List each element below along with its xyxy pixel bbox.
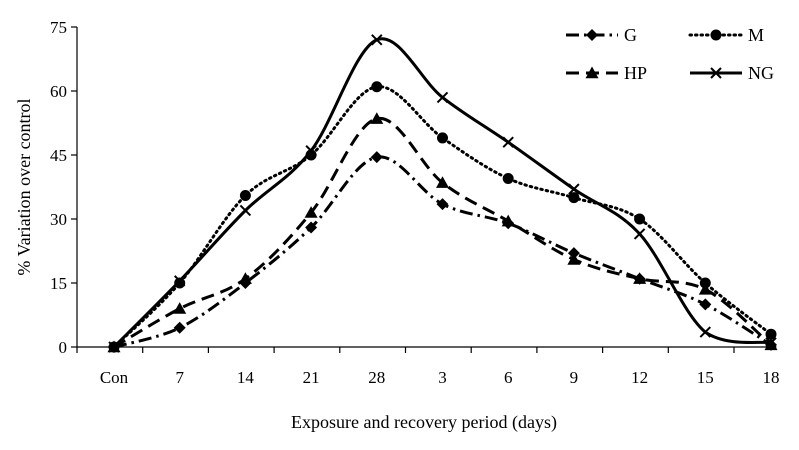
x-marker-stroke — [239, 204, 252, 217]
series-hp — [107, 112, 778, 353]
x-marker-stroke — [436, 91, 449, 104]
series-line-hp — [113, 117, 772, 349]
data-point-g — [305, 221, 318, 234]
x-marker-stroke — [502, 136, 514, 148]
series-line-m — [112, 85, 773, 349]
data-point-ng — [699, 326, 712, 338]
data-point-hp — [370, 112, 384, 124]
data-point-hp — [567, 253, 581, 265]
data-point-ng — [765, 337, 777, 349]
x-tick-label: 7 — [175, 368, 184, 387]
data-point-hp — [698, 282, 712, 295]
data-point-m — [437, 132, 448, 144]
data-point-hp — [304, 206, 318, 218]
legend-item-m: M — [688, 25, 764, 45]
data-point-hp — [436, 176, 449, 188]
series-line-g — [113, 155, 772, 349]
x-marker-stroke — [305, 145, 317, 157]
data-point-m — [502, 172, 514, 184]
legend-marker-ng — [710, 67, 722, 79]
data-point-m — [239, 190, 251, 202]
data-point-hp — [238, 272, 252, 284]
data-point-ng — [633, 228, 646, 240]
data-point-ng — [502, 136, 514, 148]
legend-label-hp: HP — [624, 63, 647, 83]
x-tick-label: 9 — [570, 368, 579, 387]
y-tick-label: 0 — [59, 338, 68, 357]
data-point-ng — [239, 204, 252, 217]
x-marker-stroke — [710, 67, 722, 79]
x-tick-label: Con — [100, 368, 129, 387]
data-point-m — [765, 328, 777, 340]
legend: G M HP NG — [566, 25, 774, 83]
x-ticks: Con 7 14 21 28 3 6 9 12 15 18 — [76, 347, 780, 387]
legend-item-ng: NG — [690, 63, 774, 83]
x-tick-label: 15 — [697, 368, 714, 387]
data-point-ng — [305, 145, 317, 157]
data-point-m — [634, 213, 646, 225]
y-tick-label: 30 — [50, 210, 67, 229]
x-marker-stroke — [699, 326, 712, 338]
legend-label-g: G — [624, 25, 637, 45]
data-point-g — [370, 151, 383, 164]
data-point-g — [436, 198, 449, 211]
legend-label-m: M — [748, 25, 764, 45]
data-point-ng — [173, 275, 186, 287]
data-point-hp — [633, 272, 647, 284]
data-point-ng — [568, 183, 580, 195]
y-tick-label: 75 — [50, 18, 67, 37]
legend-marker-g — [586, 29, 598, 41]
data-point-ng — [436, 91, 449, 104]
x-tick-label: 3 — [438, 368, 447, 387]
x-tick-label: 28 — [368, 368, 385, 387]
data-point-g — [699, 298, 712, 311]
x-tick-label: 18 — [763, 368, 780, 387]
legend-item-hp: HP — [566, 63, 647, 83]
y-tick-label: 60 — [50, 82, 67, 101]
x-axis-title: Exposure and recovery period (days) — [291, 412, 557, 433]
data-point-g — [173, 321, 186, 334]
data-point-m — [568, 192, 580, 204]
x-marker-stroke — [173, 275, 186, 287]
legend-marker-m — [710, 29, 722, 41]
x-marker-stroke — [108, 341, 120, 353]
y-axis-title: % Variation over control — [14, 98, 34, 275]
legend-label-ng: NG — [748, 63, 774, 83]
legend-item-g: G — [566, 25, 637, 45]
x-tick-label: 21 — [303, 368, 320, 387]
data-point-m — [371, 81, 383, 93]
x-tick-label: 14 — [237, 368, 255, 387]
axes — [76, 27, 772, 348]
series-line-ng — [112, 37, 772, 349]
legend-marker-hp — [585, 66, 599, 79]
series-ng — [108, 34, 777, 353]
y-tick-label: 45 — [50, 146, 67, 165]
data-point-hp — [173, 302, 187, 314]
data-point-ng — [371, 34, 383, 46]
x-tick-label: 12 — [631, 368, 648, 387]
y-ticks: 0 15 30 45 60 75 — [50, 18, 77, 357]
data-point-ng — [108, 341, 120, 353]
x-marker-stroke — [633, 228, 646, 240]
x-marker-stroke — [568, 183, 580, 195]
x-marker-stroke — [371, 34, 383, 46]
x-marker-stroke — [765, 337, 777, 349]
y-tick-label: 15 — [50, 274, 67, 293]
series-layer — [107, 34, 778, 353]
data-point-hp — [501, 214, 515, 227]
series-m — [108, 81, 777, 353]
x-tick-label: 6 — [504, 368, 513, 387]
